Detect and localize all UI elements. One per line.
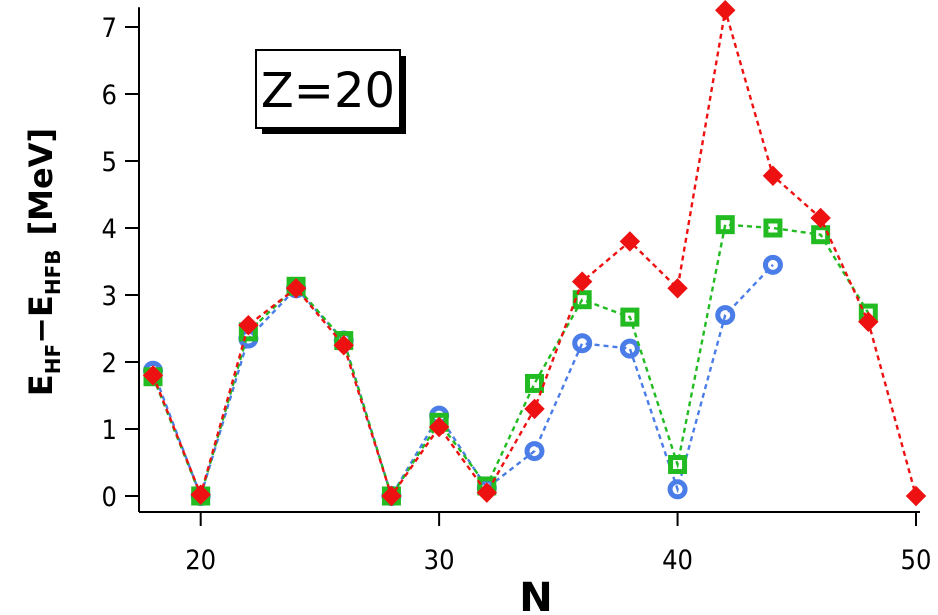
data-point (333, 335, 354, 356)
data-point (668, 455, 688, 475)
data-point (524, 398, 545, 420)
data-point (285, 278, 307, 299)
data-point (524, 441, 545, 462)
data-point (762, 254, 783, 275)
data-point (619, 338, 640, 359)
data-point (763, 218, 783, 238)
series-layer (142, 0, 927, 507)
data-point (810, 207, 831, 229)
y-axis-label-sub1: HF (41, 344, 65, 374)
x-tick-label: 40 (662, 545, 693, 576)
y-tick-label: 1 (102, 415, 117, 446)
data-point (525, 373, 544, 393)
y-tick-label: 5 (102, 147, 117, 178)
y-tick-label: 4 (102, 214, 117, 245)
y-axis-label: EHF−EHFB [MeV] (22, 128, 65, 396)
axes: 0 1 2 3 4 5 6 7 20 30 40 50 (102, 7, 932, 576)
y-axis-label-unit: [MeV] (22, 128, 60, 236)
data-point (572, 333, 593, 354)
y-tick-label: 3 (102, 281, 117, 312)
series-2 (142, 0, 927, 507)
y-tick-label: 2 (102, 348, 117, 379)
data-point (381, 485, 402, 507)
y-tick-label: 6 (102, 80, 117, 111)
data-point (715, 305, 736, 326)
data-point (715, 0, 736, 21)
data-point (620, 307, 640, 327)
series-line-1 (151, 223, 870, 500)
data-point (142, 365, 164, 386)
y-tick-label: 7 (102, 13, 117, 44)
y-tick-label: 0 (102, 482, 117, 513)
data-point (476, 482, 498, 503)
annotation-box: Z=20 (255, 49, 406, 134)
data-point (238, 314, 259, 336)
data-point (858, 311, 879, 333)
annotation-box-frame (255, 49, 401, 129)
y-axis-label-sub2: HFB (41, 249, 65, 295)
data-point (667, 479, 688, 500)
data-point (428, 416, 450, 438)
data-point (715, 215, 735, 235)
y-axis-label-mid: −E (22, 295, 60, 344)
x-tick-label: 50 (901, 545, 932, 576)
x-tick-label: 20 (185, 545, 216, 576)
annotation-text: Z=20 (261, 63, 395, 119)
y-axis-label-main: E (22, 374, 60, 396)
data-point (190, 484, 211, 505)
x-tick-label: 30 (424, 545, 455, 576)
data-point (905, 485, 927, 507)
data-point (667, 278, 688, 299)
data-point (619, 231, 641, 252)
data-point (571, 271, 593, 292)
data-point (762, 165, 784, 186)
x-axis-label: N (519, 575, 552, 615)
